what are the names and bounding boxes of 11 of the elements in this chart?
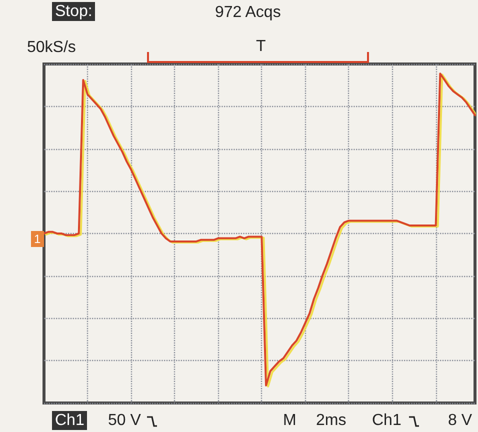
text: 8 V	[448, 411, 472, 430]
text: 972 Acqs	[215, 3, 281, 22]
text: M	[283, 411, 296, 430]
text: Ch1	[52, 411, 88, 430]
text: 50kS/s	[27, 38, 76, 57]
text: T	[256, 37, 266, 56]
text: 2ms	[316, 411, 346, 430]
text: Stop:	[52, 2, 96, 21]
text: 50 V	[108, 411, 141, 430]
text: 1	[31, 231, 44, 247]
text: Ch1	[372, 411, 402, 430]
